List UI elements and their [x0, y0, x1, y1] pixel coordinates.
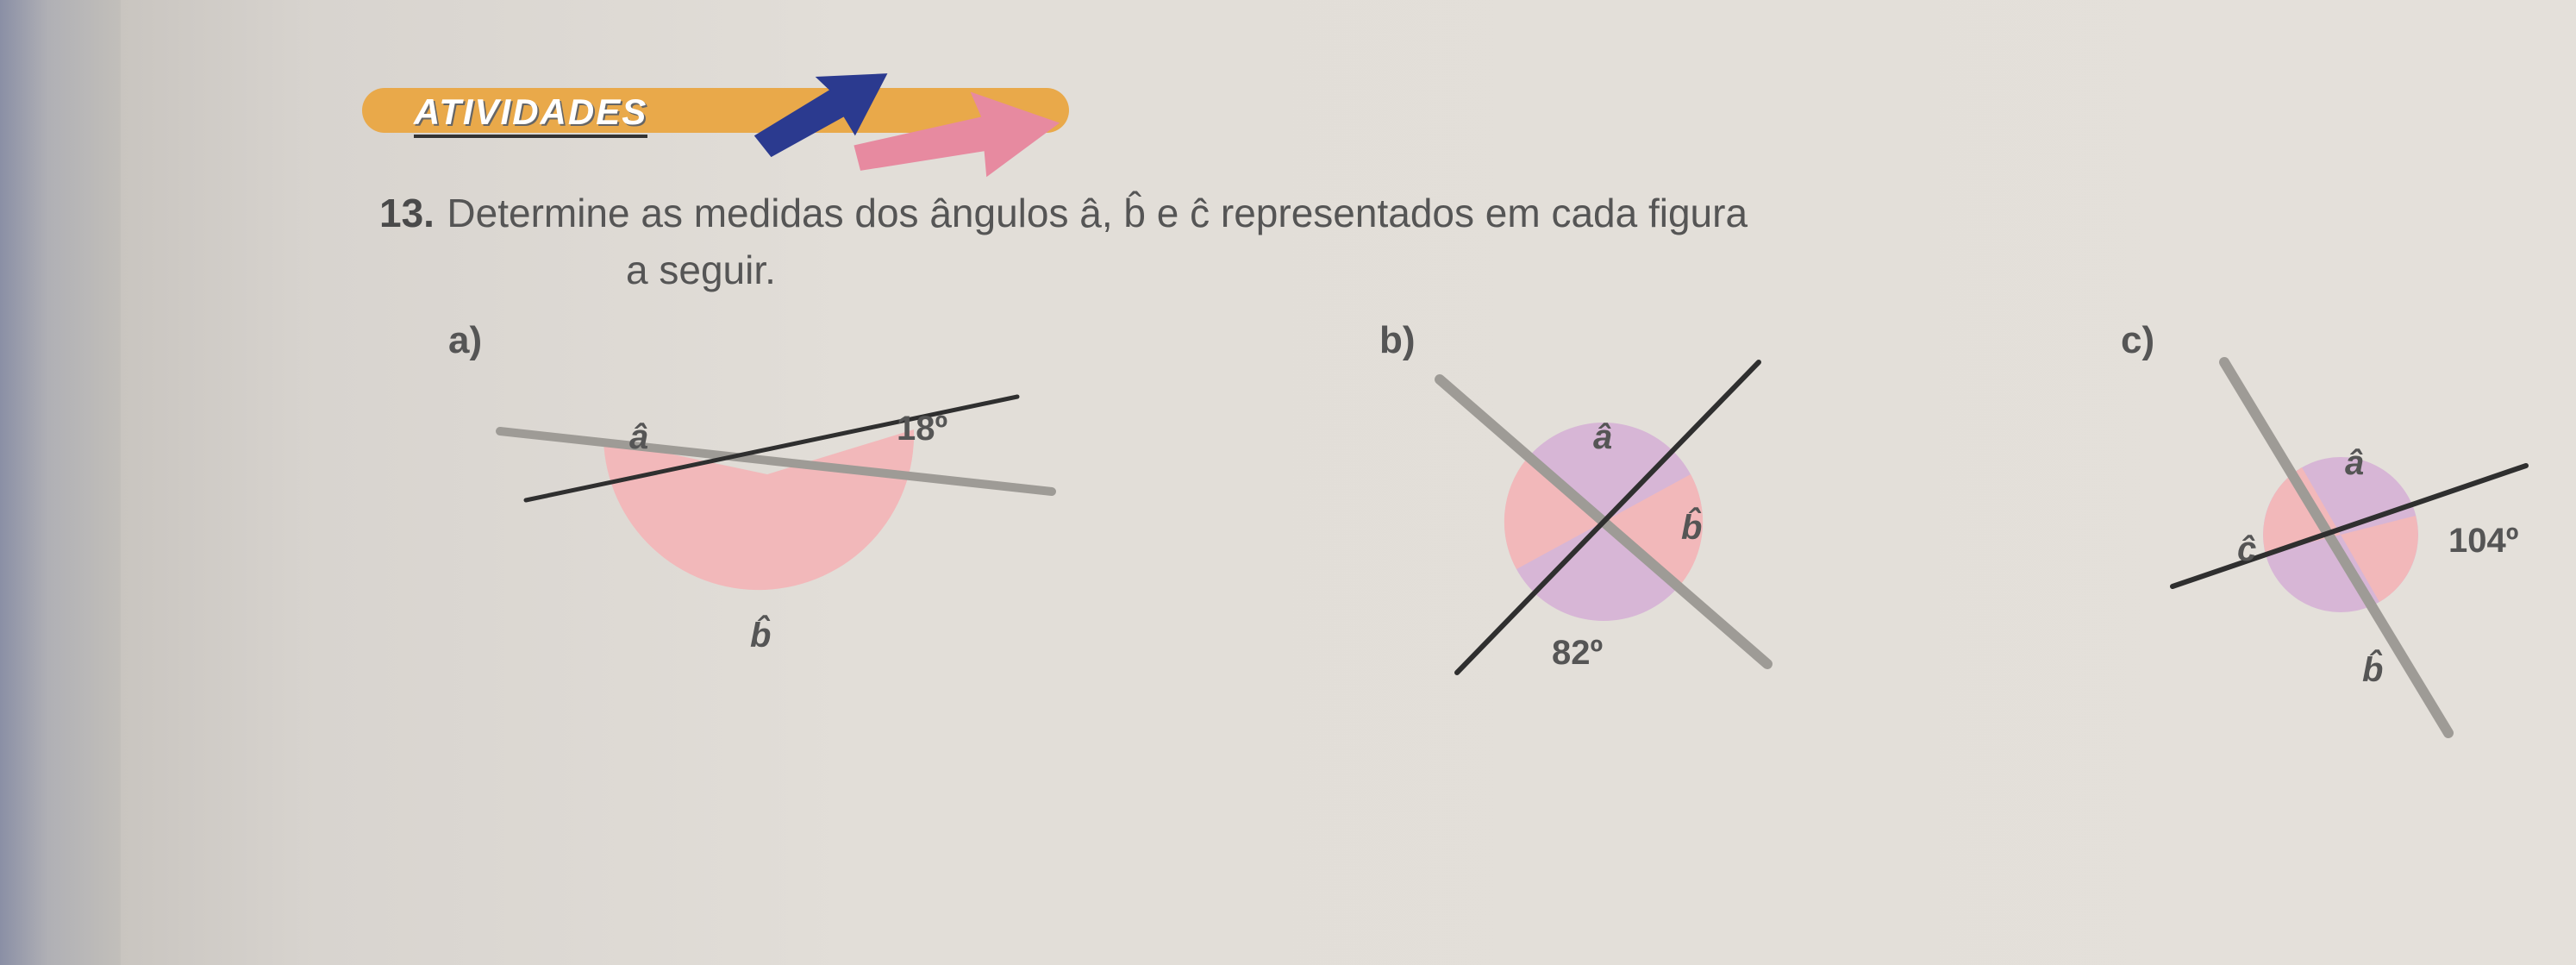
page: ATIVIDADES 13. Determine as medidas dos … — [121, 0, 2576, 965]
question-block: 13. Determine as medidas dos ângulos â, … — [379, 190, 2448, 293]
label-c-hat: ĉ — [2237, 530, 2256, 568]
label-a-hat: â — [2345, 444, 2364, 482]
label-b-hat: b̂ — [1681, 506, 1702, 547]
label-104: 104º — [2448, 522, 2518, 560]
label-18: 18º — [897, 410, 947, 448]
diagram-c: â ĉ 104º b̂ — [2121, 328, 2576, 759]
label-a-hat: â — [1593, 418, 1612, 456]
diagram-b: â b̂ 82º — [1379, 328, 1828, 742]
question-text-line2: a seguir. — [626, 247, 2448, 293]
label-a-hat: â — [629, 418, 648, 456]
arrow-icon — [840, 66, 1073, 206]
question-number: 13. — [379, 191, 435, 235]
figures-row: a) â 18º b̂ b) — [190, 319, 2507, 768]
banner-title: ATIVIDADES — [414, 91, 647, 138]
diagram-a: â 18º b̂ — [466, 345, 1069, 655]
page-left-edge — [0, 0, 121, 965]
label-b-hat: b̂ — [2362, 649, 2383, 689]
label-b-hat: b̂ — [750, 614, 771, 655]
label-82: 82º — [1552, 634, 1603, 672]
question-text-line1: Determine as medidas dos ângulos â, b̂ e… — [447, 191, 1748, 235]
section-banner: ATIVIDADES — [362, 60, 1104, 155]
